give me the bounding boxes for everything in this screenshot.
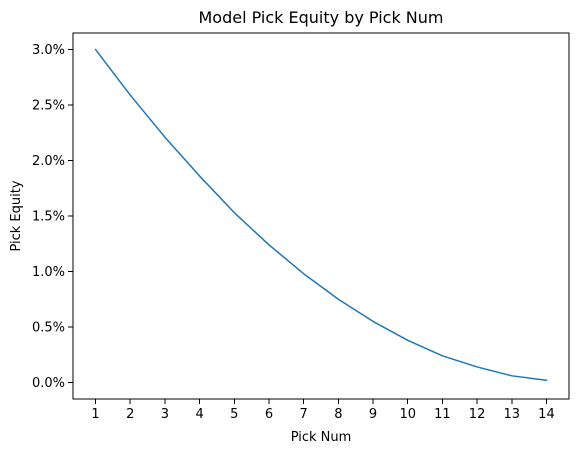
x-axis-ticks: 1 2 3 4 5 6 7 8 9 10 11 12 13 14 — [91, 399, 555, 422]
plot-area: 1 2 3 4 5 6 7 8 9 10 11 12 13 14 0.0%0.5%1.0%1.5%2.0%… — [32, 32, 570, 422]
x-tick-label: 3 — [161, 407, 169, 422]
x-tick-label: 14 — [538, 407, 555, 422]
y-tick-label: 0.5% — [32, 320, 65, 335]
y-tick-label: 3.0% — [32, 43, 65, 58]
chart-title: Model Pick Equity by Pick Num — [199, 8, 444, 27]
x-tick-label: 4 — [195, 407, 203, 422]
x-tick-label: 6 — [265, 407, 273, 422]
x-tick-label: 1 — [91, 407, 99, 422]
x-tick-label: 8 — [334, 407, 342, 422]
x-axis-label: Pick Num — [291, 430, 352, 445]
x-tick-label: 11 — [434, 407, 451, 422]
x-tick-label: 12 — [469, 407, 486, 422]
y-tick-label: 1.0% — [32, 265, 65, 280]
x-tick-label: 13 — [503, 407, 520, 422]
x-tick-label: 10 — [399, 407, 416, 422]
series-layer — [94, 48, 548, 382]
y-tick-label: 0.0% — [32, 376, 65, 391]
x-tick-label: 7 — [300, 407, 308, 422]
plot-frame — [72, 32, 570, 400]
x-tick-label: 2 — [126, 407, 134, 422]
y-axis-label: Pick Equity — [9, 180, 24, 251]
x-tick-label: 5 — [230, 407, 238, 422]
y-tick-label: 2.0% — [32, 154, 65, 169]
y-tick-label: 1.5% — [32, 210, 65, 225]
y-tick-label: 2.5% — [32, 99, 65, 114]
x-tick-label: 9 — [369, 407, 377, 422]
series-line — [94, 48, 548, 382]
y-axis-ticks: 0.0% 0.5% 1.0% 1.5% 2.0% 2.5% 3.0% — [32, 43, 73, 391]
